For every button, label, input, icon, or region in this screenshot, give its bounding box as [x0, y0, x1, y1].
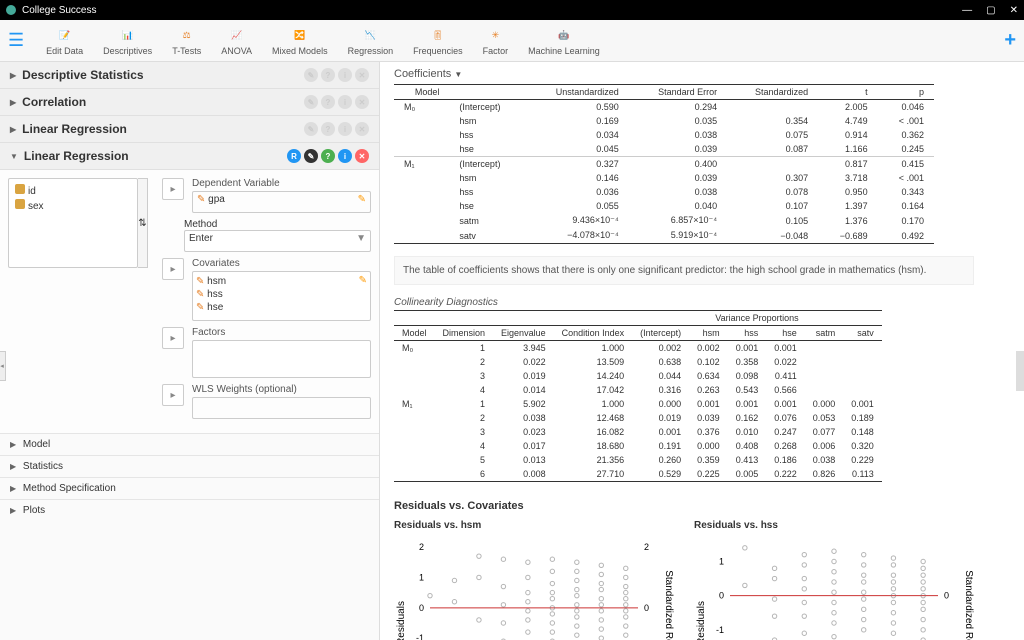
ribbon: ☰ 📝Edit Data📊Descriptives⚖T-Tests📈ANOVA🔀…: [0, 20, 1024, 62]
left-collapse-handle[interactable]: ◂: [0, 351, 6, 381]
close-icon[interactable]: ✕: [1010, 5, 1018, 16]
svg-text:2: 2: [644, 542, 649, 552]
factors-label: Factors: [192, 327, 371, 338]
sub-plots[interactable]: ▶ Plots: [0, 499, 379, 521]
assign-wls-button[interactable]: ▸: [162, 384, 184, 406]
assign-cov-button[interactable]: ▸: [162, 258, 184, 280]
ribbon-mixed-models[interactable]: 🔀Mixed Models: [262, 23, 338, 58]
residual-plot: Residuals vs. hss-3-2-101-4-2025678910Re…: [694, 520, 974, 640]
analysis-header[interactable]: ▼ Linear Regression R✎?i✕: [0, 143, 379, 170]
svg-text:0: 0: [419, 603, 424, 613]
sort-handle-icon[interactable]: ⇅: [138, 178, 148, 268]
svg-text:Residuals: Residuals: [696, 601, 707, 640]
badge-?[interactable]: ?: [321, 149, 335, 163]
analysis-title: Linear Regression: [24, 149, 129, 163]
dep-input[interactable]: ✎✎ gpa: [192, 191, 371, 213]
svg-text:1: 1: [419, 572, 424, 582]
var-sex[interactable]: sex: [13, 198, 133, 213]
cov-hss[interactable]: ✎ hss: [196, 288, 367, 301]
svg-text:2: 2: [419, 542, 424, 552]
pencil-icon: ✎: [359, 275, 367, 286]
cov-label: Covariates: [192, 258, 371, 269]
results-panel: Coefficients ▼ ModelUnstandardizedStanda…: [380, 62, 1024, 640]
cov-box[interactable]: ✎✎ hsm✎ hss✎ hse: [192, 271, 371, 321]
method-label: Method: [184, 219, 217, 230]
left-panel: ◂ ▶Descriptive Statistics✎?i✕▶Correlatio…: [0, 62, 380, 640]
badge-✕[interactable]: ✕: [355, 149, 369, 163]
method-select[interactable]: Enter▼: [184, 230, 371, 252]
coef-table: ModelUnstandardizedStandard ErrorStandar…: [394, 84, 934, 244]
svg-text:0: 0: [944, 591, 949, 601]
maximize-icon[interactable]: ▢: [986, 5, 995, 16]
add-module-button[interactable]: +: [1004, 29, 1016, 52]
svg-text:Standardized Residuals: Standardized Residuals: [963, 570, 974, 640]
assign-factors-button[interactable]: ▸: [162, 327, 184, 349]
minimize-icon[interactable]: —: [962, 5, 972, 16]
available-vars[interactable]: idsex: [8, 178, 138, 268]
collin-table: Variance ProportionsModelDimensionEigenv…: [394, 310, 882, 482]
var-id[interactable]: id: [13, 183, 133, 198]
section-descriptive-statistics[interactable]: ▶Descriptive Statistics✎?i✕: [0, 62, 379, 89]
factors-box[interactable]: [192, 340, 371, 378]
collin-title: Collinearity Diagnostics: [394, 297, 1010, 308]
ribbon-edit-data[interactable]: 📝Edit Data: [36, 23, 93, 58]
ribbon-regression[interactable]: 📉Regression: [338, 23, 404, 58]
svg-text:-1: -1: [416, 633, 424, 640]
plots-section-title: Residuals vs. Covariates: [394, 500, 1010, 512]
assign-dep-button[interactable]: ▸: [162, 178, 184, 200]
right-scrollbar[interactable]: [1016, 351, 1024, 391]
badge-R[interactable]: R: [287, 149, 301, 163]
sub-model[interactable]: ▶ Model: [0, 433, 379, 455]
ribbon-machine-learning[interactable]: 🤖Machine Learning: [518, 23, 610, 58]
badge-i[interactable]: i: [338, 149, 352, 163]
sub-statistics[interactable]: ▶ Statistics: [0, 455, 379, 477]
note-box: The table of coefficients shows that the…: [394, 256, 974, 285]
analysis-body: idsex ⇅ ▸ Dependent Variable ✎✎ gpa Meth…: [0, 170, 379, 433]
window-title: College Success: [22, 5, 96, 16]
ribbon-descriptives[interactable]: 📊Descriptives: [93, 23, 162, 58]
svg-text:Standardized Residuals: Standardized Residuals: [663, 570, 674, 640]
app-icon: [6, 5, 16, 15]
ribbon-factor[interactable]: ✳Factor: [473, 23, 519, 58]
svg-text:0: 0: [719, 591, 724, 601]
cov-hse[interactable]: ✎ hse: [196, 301, 367, 314]
ribbon-t-tests[interactable]: ⚖T-Tests: [162, 23, 211, 58]
pencil-icon: ✎: [358, 194, 366, 205]
hamburger-icon[interactable]: ☰: [8, 30, 24, 51]
wls-label: WLS Weights (optional): [192, 384, 371, 395]
badge-✎[interactable]: ✎: [304, 149, 318, 163]
titlebar: College Success — ▢ ✕: [0, 0, 1024, 20]
svg-text:1: 1: [719, 557, 724, 567]
collapse-icon: ▼: [10, 152, 18, 161]
section-linear-regression[interactable]: ▶Linear Regression✎?i✕: [0, 116, 379, 143]
residual-plot: Residuals vs. hsm-3-2-1012-4-202246810Re…: [394, 520, 674, 640]
svg-text:-1: -1: [716, 625, 724, 635]
coef-title[interactable]: Coefficients ▼: [394, 68, 1010, 80]
section-correlation[interactable]: ▶Correlation✎?i✕: [0, 89, 379, 116]
ribbon-anova[interactable]: 📈ANOVA: [211, 23, 262, 58]
svg-text:0: 0: [644, 603, 649, 613]
cov-hsm[interactable]: ✎ hsm: [196, 275, 367, 288]
wls-input[interactable]: [192, 397, 371, 419]
svg-text:Residuals: Residuals: [396, 601, 407, 640]
sub-method-specification[interactable]: ▶ Method Specification: [0, 477, 379, 499]
dep-label: Dependent Variable: [192, 178, 371, 189]
ribbon-frequencies[interactable]: 🎚Frequencies: [403, 23, 473, 58]
